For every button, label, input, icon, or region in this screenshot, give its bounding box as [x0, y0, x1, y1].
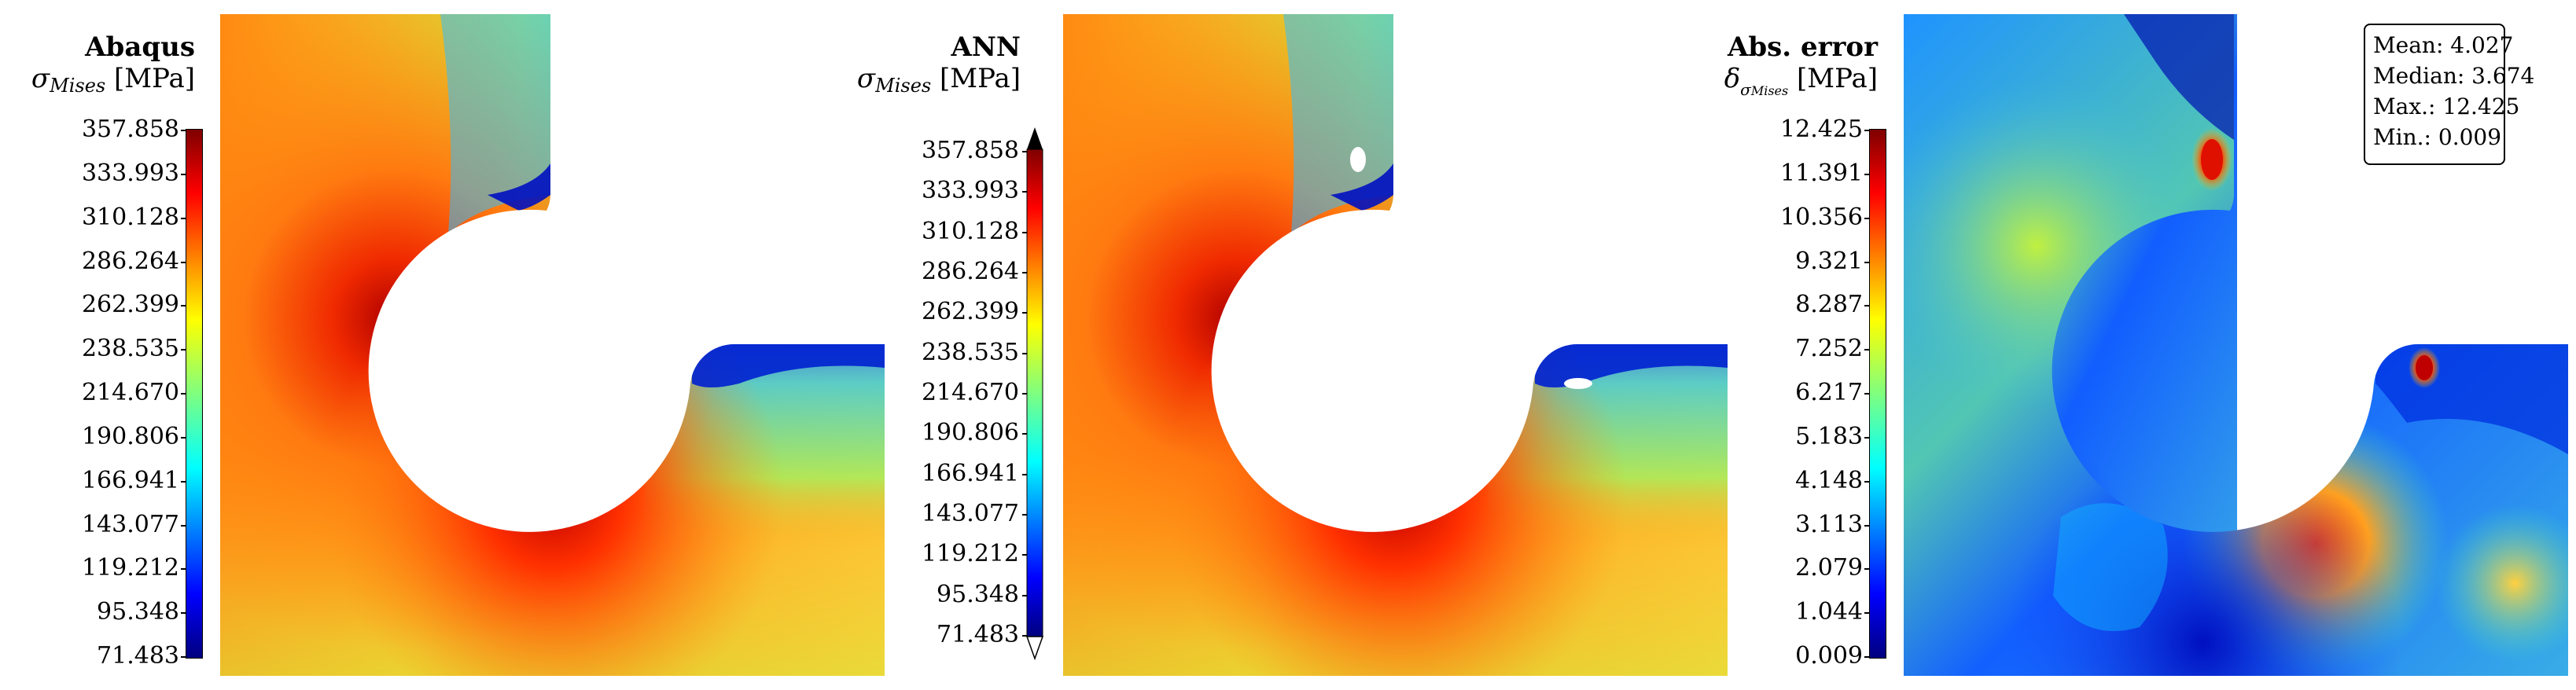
colorbar-tick-mark — [1022, 635, 1027, 637]
colorbar-tick-mark — [1022, 554, 1027, 556]
colorbar-error — [1869, 129, 1886, 659]
colorbar-tick-label: 190.806 — [921, 419, 1019, 447]
colorbar-tick-mark — [1864, 261, 1869, 263]
colorbar-tick-label: 7.252 — [1795, 335, 1863, 363]
colorbar-tick-label: 333.993 — [921, 177, 1019, 205]
colorbar-tick-mark — [1864, 656, 1869, 658]
colorbar-tick-mark — [1864, 217, 1869, 219]
colorbar-tick-label: 6.217 — [1795, 379, 1863, 406]
colorbar-ann — [1025, 127, 1044, 661]
colorbar-tick-mark — [1022, 393, 1027, 395]
colorbar-tick-mark — [1864, 568, 1869, 571]
colorbar-tick-mark — [1864, 612, 1869, 615]
colorbar-tick-mark — [1022, 191, 1027, 193]
colorbar-tick-label: 5.183 — [1795, 422, 1863, 450]
colorbar-tick-mark — [1022, 473, 1027, 475]
stat-mean: Mean: 4.027 — [2373, 32, 2514, 58]
colorbar-tick-mark — [1864, 305, 1869, 307]
colorbar-tick-mark — [1022, 151, 1027, 152]
colorbar-tick-mark — [1022, 272, 1027, 273]
colorbar-tick-label: 310.128 — [81, 203, 179, 231]
colorbar-tick-label: 262.399 — [921, 298, 1019, 326]
colorbar-tick-label: 95.348 — [937, 580, 1019, 608]
colorbar-tick-mark — [1864, 173, 1869, 175]
stress-map-abaqus — [220, 14, 885, 676]
colorbar-tick-label: 71.483 — [937, 621, 1019, 648]
colorbar-tick-mark — [1864, 130, 1869, 131]
panel-abaqus-title: Abaqus σMises [MPa] — [16, 31, 195, 101]
colorbar-tick-label: 238.535 — [81, 335, 179, 363]
colorbar-tick-label: 11.391 — [1780, 159, 1863, 187]
stat-min: Min.: 0.009 — [2373, 124, 2502, 150]
colorbar-tick-label: 214.670 — [81, 379, 179, 406]
panel-error-title: Abs. error δσMises [MPa] — [1651, 31, 1878, 107]
colorbar-tick-label: 2.079 — [1795, 554, 1863, 582]
colorbar-tick-mark — [181, 480, 186, 483]
colorbar-tick-label: 9.321 — [1795, 247, 1863, 275]
colorbar-tick-mark — [1864, 349, 1869, 351]
colorbar-tick-mark — [1022, 352, 1027, 354]
colorbar-tick-mark — [181, 612, 186, 615]
colorbar-tick-label: 333.993 — [81, 159, 179, 187]
colorbar-tick-mark — [181, 130, 186, 131]
colorbar-tick-label: 12.425 — [1780, 116, 1863, 143]
colorbar-label: σMises [MPa] — [856, 63, 1021, 97]
colorbar-tick-label: 119.212 — [921, 540, 1019, 568]
colorbar-label: σMises [MPa] — [31, 63, 195, 97]
colorbar-tick-label: 166.941 — [81, 466, 179, 494]
colorbar-tick-label: 238.535 — [921, 338, 1019, 366]
colorbar-tick-label: 286.264 — [921, 258, 1019, 285]
colorbar-tick-mark — [1864, 524, 1869, 527]
colorbar-tick-label: 310.128 — [921, 217, 1019, 245]
colorbar-tick-mark — [181, 656, 186, 658]
panel-title: ANN — [951, 31, 1021, 63]
colorbar-tick-mark — [1022, 514, 1027, 516]
colorbar-tick-label: 262.399 — [81, 291, 179, 319]
colorbar-tick-mark — [181, 305, 186, 307]
colorbar-tick-mark — [1864, 436, 1869, 439]
colorbar-tick-mark — [181, 436, 186, 439]
colorbar-tick-mark — [181, 217, 186, 219]
colorbar-tick-mark — [1022, 231, 1027, 233]
colorbar-tick-label: 3.113 — [1795, 510, 1863, 538]
stat-median: Median: 3.674 — [2373, 63, 2535, 89]
colorbar-tick-label: 10.356 — [1780, 203, 1863, 231]
colorbar-tick-mark — [181, 349, 186, 351]
panel-title: Abs. error — [1727, 31, 1878, 63]
colorbar-tick-mark — [181, 393, 186, 395]
stat-max: Max.: 12.425 — [2373, 94, 2520, 119]
colorbar-tick-mark — [1864, 393, 1869, 395]
colorbar-tick-mark — [1864, 480, 1869, 483]
error-statistics-box: Mean: 4.027 Median: 3.674 Max.: 12.425 M… — [2364, 24, 2535, 165]
colorbar-tick-label: 357.858 — [81, 116, 179, 143]
colorbar-tick-label: 4.148 — [1795, 466, 1863, 494]
colorbar-tick-label: 214.670 — [921, 379, 1019, 406]
colorbar-tick-label: 143.077 — [921, 500, 1019, 527]
colorbar-tick-label: 166.941 — [921, 459, 1019, 487]
colorbar-tick-label: 8.287 — [1795, 291, 1863, 319]
colorbar-tick-label: 95.348 — [97, 598, 179, 626]
colorbar-tick-mark — [1022, 433, 1027, 435]
colorbar-tick-mark — [181, 261, 186, 263]
colorbar-tick-mark — [1022, 594, 1027, 596]
colorbar-tick-label: 1.044 — [1795, 598, 1863, 626]
colorbar-tick-label: 143.077 — [81, 510, 179, 538]
colorbar-tick-mark — [181, 568, 186, 571]
panel-title: Abaqus — [85, 31, 195, 63]
panel-ann-title: ANN σMises [MPa] — [841, 31, 1021, 101]
colorbar-tick-label: 190.806 — [81, 422, 179, 450]
colorbar-tick-label: 286.264 — [81, 247, 179, 275]
colorbar-label: δσMises [MPa] — [1724, 63, 1878, 99]
colorbar-tick-mark — [181, 524, 186, 527]
colorbar-abaqus — [186, 129, 203, 659]
colorbar-tick-label: 0.009 — [1795, 642, 1863, 670]
colorbar-tick-mark — [181, 173, 186, 175]
colorbar-tick-label: 357.858 — [921, 137, 1019, 164]
colorbar-tick-label: 71.483 — [97, 642, 179, 670]
colorbar-tick-label: 119.212 — [81, 554, 179, 582]
stress-map-ann — [1063, 14, 1728, 676]
colorbar-tick-mark — [1022, 312, 1027, 314]
